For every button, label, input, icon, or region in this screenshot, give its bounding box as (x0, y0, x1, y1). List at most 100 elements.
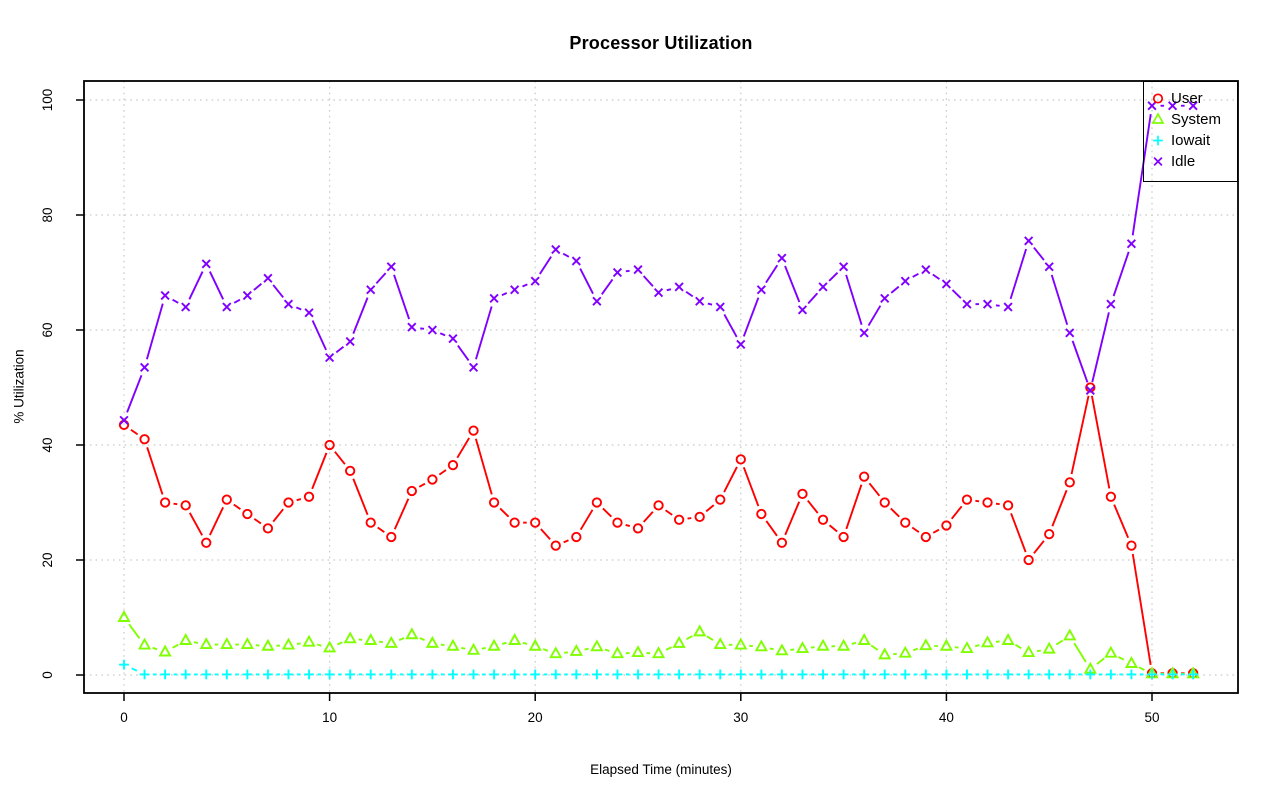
series-segment (130, 428, 139, 436)
marker-triangle (980, 635, 995, 648)
series-segment (335, 345, 345, 354)
marker-triangle (220, 637, 234, 649)
series-segment (377, 526, 385, 533)
marker-circle (365, 517, 376, 528)
legend-item-idle: Idle (1144, 151, 1237, 172)
marker-x (962, 299, 972, 309)
marker-triangle (199, 637, 213, 649)
series-segment (845, 274, 863, 326)
series-segment (272, 284, 284, 299)
marker-triangle (836, 638, 851, 651)
series-idle (119, 101, 1198, 425)
series-segment (398, 637, 405, 641)
series-segment (932, 273, 940, 280)
marker-triangle (364, 633, 378, 645)
marker-circle (1152, 93, 1164, 104)
marker-circle (715, 494, 726, 505)
series-segment (974, 644, 980, 648)
marker-x (427, 325, 437, 335)
marker-x (797, 305, 808, 315)
marker-x (921, 265, 931, 275)
chart-title: Processor Utilization (569, 33, 753, 53)
marker-triangle (466, 642, 481, 655)
series-segment (932, 528, 940, 534)
marker-triangle (137, 637, 152, 650)
series-segment (1073, 642, 1087, 663)
series-segment (685, 290, 694, 298)
marker-x (139, 362, 150, 372)
marker-triangle (1063, 628, 1077, 641)
series-segment (128, 623, 141, 639)
legend: User System Iowait Idle (1143, 81, 1238, 182)
series-segment (209, 506, 224, 536)
series-system (117, 610, 1200, 679)
series-segment (951, 289, 962, 299)
system-triangle-icon (1151, 112, 1165, 124)
series-segment (705, 504, 715, 513)
series-segment (379, 640, 383, 644)
legend-label-idle: Idle (1171, 153, 1196, 170)
series-segment (296, 498, 302, 502)
marker-x (489, 293, 499, 303)
series-segment (253, 282, 263, 291)
series-segment (784, 265, 801, 303)
marker-x (982, 299, 993, 309)
series-segment (334, 451, 346, 465)
marker-x (201, 259, 211, 269)
plot-border (83, 80, 1239, 694)
series-segment (807, 499, 819, 514)
series-segment (1138, 666, 1145, 671)
marker-triangle (487, 638, 501, 651)
series-segment (642, 511, 654, 523)
x-tick-label: 10 (322, 710, 337, 725)
marker-x (222, 302, 232, 312)
series-segment (296, 642, 301, 645)
series-segment (145, 303, 164, 360)
marker-triangle (960, 641, 974, 653)
series-segment (173, 502, 178, 506)
series-segment (209, 271, 224, 300)
series-segment (723, 466, 738, 493)
legend-label-system: System (1171, 111, 1222, 128)
marker-circle (468, 425, 479, 436)
marker-circle (1105, 491, 1117, 502)
marker-circle (221, 494, 232, 505)
marker-x (530, 276, 540, 286)
marker-x (612, 267, 623, 278)
marker-circle (859, 471, 870, 482)
marker-circle (447, 459, 459, 471)
series-segment (666, 288, 672, 292)
marker-triangle (281, 637, 296, 650)
marker-circle (735, 454, 746, 465)
series-segment (579, 509, 594, 531)
marker-triangle (1042, 641, 1056, 654)
series-segment (336, 641, 343, 646)
tick-labels: 0 10 20 30 40 50 0 20 40 60 80 100 (40, 89, 1160, 725)
marker-x (900, 276, 910, 286)
series-segment (975, 499, 980, 503)
marker-x (325, 353, 335, 363)
series-segment (1014, 643, 1022, 650)
marker-triangle (795, 641, 810, 653)
marker-circle (961, 494, 973, 505)
series-segment (765, 264, 779, 284)
marker-x (551, 244, 561, 255)
series-segment (723, 313, 738, 338)
marker-circle (242, 508, 253, 520)
series-segment (828, 524, 838, 533)
marker-circle (139, 434, 150, 445)
series-segment (193, 641, 199, 644)
marker-triangle (405, 627, 419, 640)
marker-x (1147, 101, 1157, 111)
marker-triangle (549, 646, 563, 659)
series-segment (316, 643, 322, 647)
series-segment (456, 437, 470, 459)
marker-circle (838, 531, 849, 543)
marker-circle (1023, 554, 1034, 566)
marker-triangle (528, 638, 542, 651)
series-segment (807, 292, 819, 305)
marker-x (777, 253, 787, 263)
marker-triangle (240, 637, 254, 649)
marker-triangle (384, 635, 398, 648)
series-segment (1071, 340, 1089, 383)
